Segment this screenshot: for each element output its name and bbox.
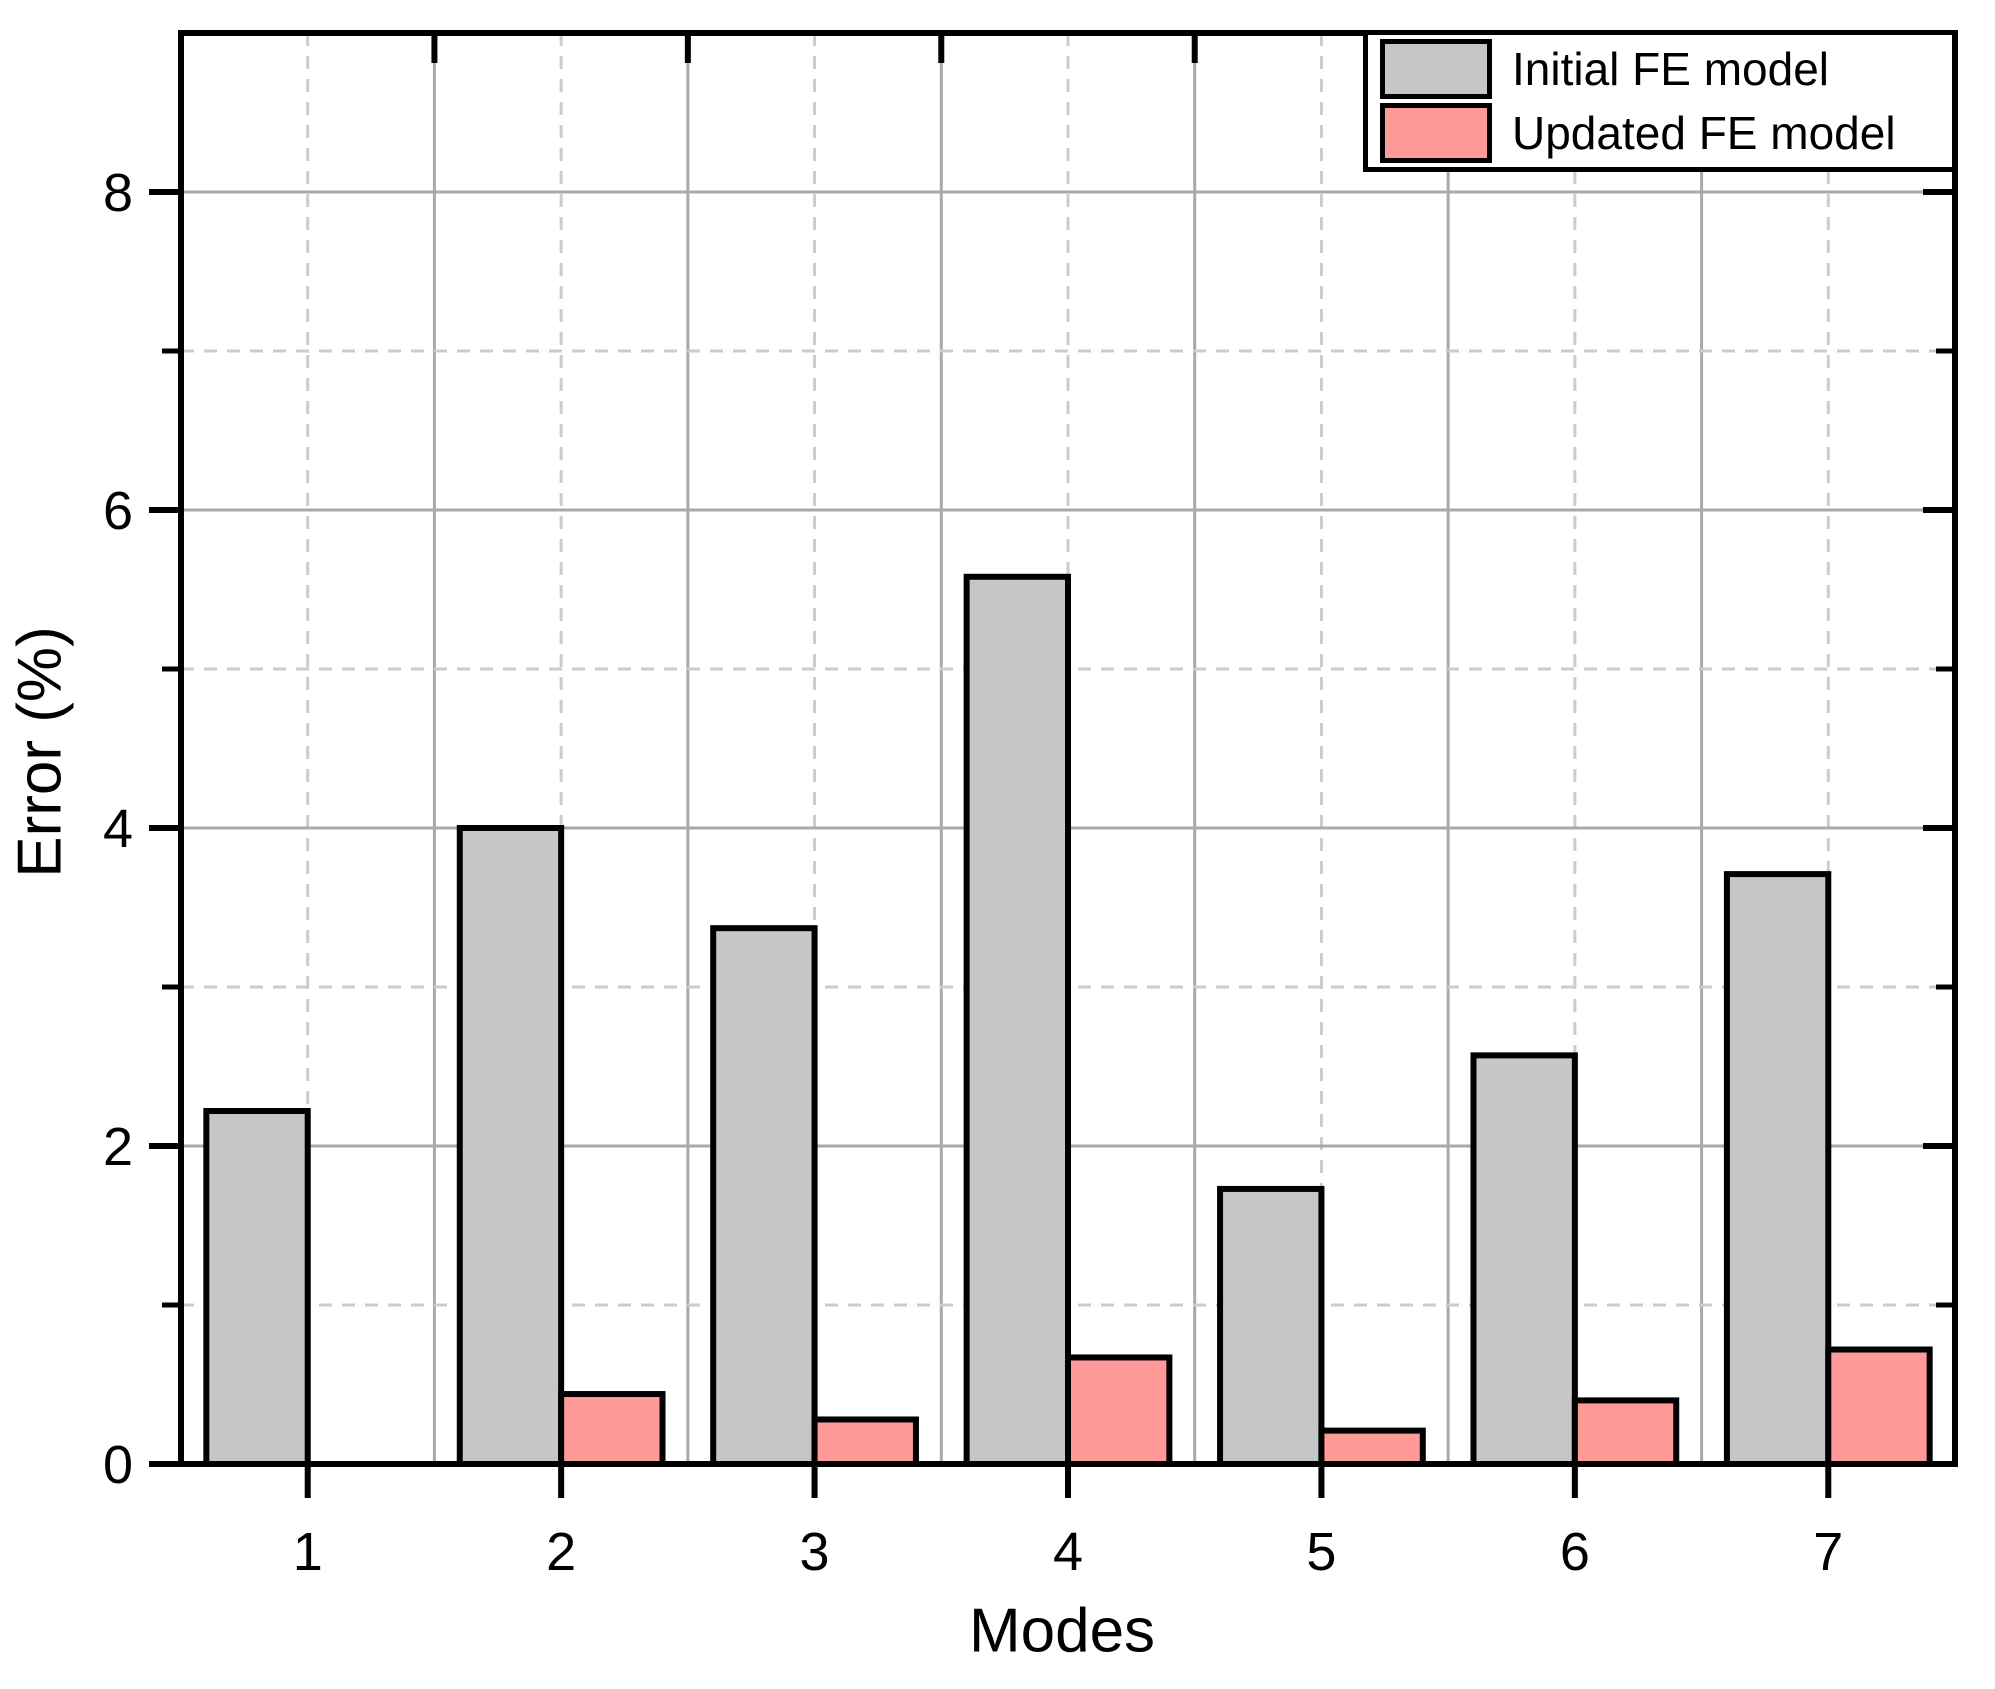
bar-initial-mode-2 xyxy=(456,825,565,1467)
legend-item-initial: Initial FE model xyxy=(1368,38,1952,100)
bar-updated-mode-6 xyxy=(1571,1397,1680,1468)
bar-updated-mode-5 xyxy=(1318,1427,1426,1467)
bar-updated-mode-4 xyxy=(1065,1354,1173,1467)
x-tick-label: 6 xyxy=(1560,1522,1590,1582)
bar-updated-mode-3 xyxy=(811,1416,919,1467)
x-tick-label: 5 xyxy=(1306,1522,1336,1582)
bar-updated-mode-7 xyxy=(1825,1346,1933,1468)
y-tick-label: 2 xyxy=(103,1117,133,1177)
x-axis-title: Modes xyxy=(968,1596,1156,1666)
x-tick-label: 4 xyxy=(1053,1522,1083,1582)
legend-item-updated: Updated FE model xyxy=(1368,102,1952,164)
bar-initial-mode-5 xyxy=(1217,1185,1325,1468)
plot-border xyxy=(178,30,1958,1467)
x-tick-label: 3 xyxy=(800,1522,830,1582)
x-tick-label: 1 xyxy=(293,1522,323,1582)
x-tick-label: 7 xyxy=(1813,1522,1843,1582)
y-axis-title: Error (%) xyxy=(5,626,75,878)
y-tick-label: 6 xyxy=(103,481,133,541)
legend: Initial FE model Updated FE model xyxy=(1363,30,1957,172)
legend-label-updated: Updated FE model xyxy=(1512,107,1896,160)
legend-label-initial: Initial FE model xyxy=(1512,42,1830,95)
y-tick-label: 0 xyxy=(103,1435,133,1495)
y-tick-label: 8 xyxy=(103,163,133,223)
bar-initial-mode-7 xyxy=(1723,871,1832,1467)
bar-initial-mode-6 xyxy=(1470,1052,1578,1467)
x-tick-label: 2 xyxy=(546,1522,576,1582)
bar-initial-mode-3 xyxy=(710,925,818,1467)
legend-swatch-updated xyxy=(1380,103,1492,164)
y-tick-label: 4 xyxy=(103,799,133,859)
bar-initial-mode-1 xyxy=(203,1108,311,1468)
bar-updated-mode-2 xyxy=(558,1391,666,1468)
legend-swatch-initial xyxy=(1380,38,1492,99)
bar-initial-mode-4 xyxy=(963,573,1072,1467)
